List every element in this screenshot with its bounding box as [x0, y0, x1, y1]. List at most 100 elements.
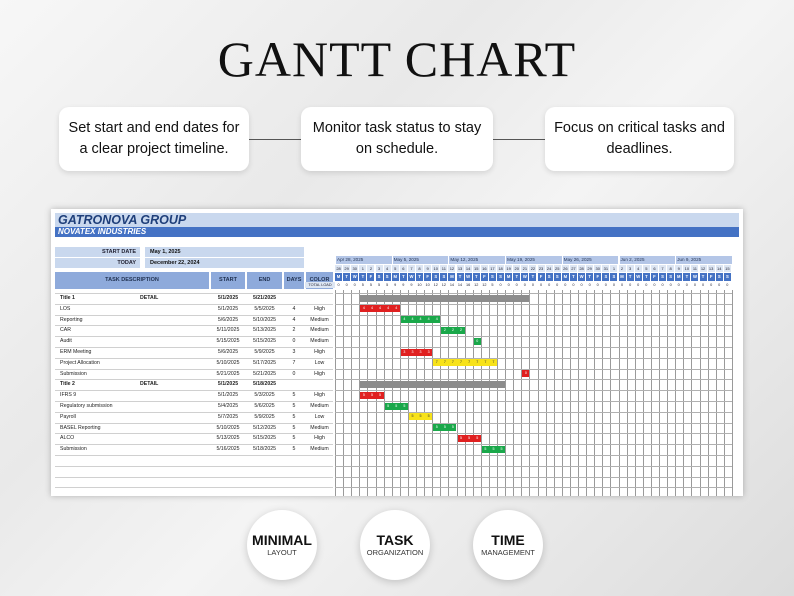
- cell-priority[interactable]: Medium: [310, 424, 329, 431]
- cell-end[interactable]: 5/15/2025: [252, 435, 277, 442]
- cell-start[interactable]: 5/6/2025: [217, 349, 239, 355]
- cell-start[interactable]: 5/11/2025: [216, 327, 240, 334]
- cell-days[interactable]: 4: [292, 316, 296, 323]
- cell-task[interactable]: LOS: [60, 305, 71, 312]
- cell-detail[interactable]: [140, 370, 200, 379]
- cell-end[interactable]: 5/10/2025: [252, 316, 277, 323]
- cell-start[interactable]: 5/1/2025: [217, 381, 239, 388]
- cell-detail[interactable]: [140, 305, 200, 314]
- cell-priority[interactable]: High: [314, 392, 325, 399]
- cell-end[interactable]: 5/21/2025: [252, 295, 277, 301]
- cell-task[interactable]: Submission: [60, 370, 87, 377]
- cell-end[interactable]: 5/17/2025: [252, 359, 277, 366]
- cell-end[interactable]: 5/21/2025: [252, 370, 277, 377]
- cell-priority[interactable]: Medium: [310, 338, 329, 345]
- cell-priority[interactable]: Medium: [310, 316, 329, 323]
- cell-task[interactable]: Submission: [60, 446, 87, 453]
- cell-end[interactable]: 5/9/2025: [254, 413, 275, 420]
- cell-priority[interactable]: Low: [314, 413, 325, 420]
- cell-days[interactable]: 0: [292, 370, 296, 377]
- cell-start[interactable]: 5/1/2025: [217, 305, 239, 312]
- cell-priority[interactable]: High: [314, 305, 325, 312]
- cell-detail[interactable]: [140, 413, 200, 422]
- cell-task[interactable]: ALCO: [60, 435, 75, 442]
- cell-detail[interactable]: [140, 348, 200, 357]
- cell-priority[interactable]: High: [314, 370, 325, 377]
- cell-task[interactable]: BASEL Reporting: [60, 424, 101, 431]
- cell-detail[interactable]: [140, 326, 200, 335]
- cell-task[interactable]: CAR: [60, 327, 71, 334]
- cell-end[interactable]: 5/18/2025: [252, 446, 277, 453]
- cell-priority[interactable]: High: [314, 349, 325, 355]
- cell-days[interactable]: 3: [292, 349, 296, 355]
- cell-task[interactable]: Title 1: [60, 295, 75, 301]
- cell-priority[interactable]: Low: [314, 359, 325, 366]
- cell-days[interactable]: 7: [292, 359, 296, 366]
- cell-days[interactable]: 5: [292, 392, 296, 399]
- cell-end[interactable]: 5/18/2025: [252, 381, 277, 388]
- cell-days[interactable]: 5: [292, 424, 296, 431]
- cell-task[interactable]: Payroll: [60, 413, 76, 420]
- cell-detail[interactable]: [140, 337, 200, 346]
- cell-priority[interactable]: [306, 294, 333, 303]
- cell-days[interactable]: 0: [292, 338, 296, 345]
- cell-start[interactable]: 5/6/2025: [217, 316, 239, 323]
- cell-days[interactable]: 5: [292, 403, 296, 409]
- cell-start[interactable]: 5/1/2025: [217, 295, 239, 301]
- summary-bar[interactable]: [360, 294, 530, 302]
- cell-priority[interactable]: Medium: [310, 446, 329, 453]
- cell-detail[interactable]: [140, 402, 200, 411]
- cell-detail[interactable]: [140, 359, 200, 368]
- cell-task[interactable]: Reporting: [60, 316, 83, 323]
- cell-start[interactable]: 5/21/2025: [216, 370, 240, 377]
- cell-end[interactable]: 5/3/2025: [254, 392, 275, 399]
- cell-priority[interactable]: Medium: [310, 327, 329, 334]
- cell-end[interactable]: 5/9/2025: [254, 349, 275, 355]
- cell-start[interactable]: 5/13/2025: [216, 435, 240, 442]
- cell-start[interactable]: 5/16/2025: [216, 446, 240, 453]
- cell-days[interactable]: 4: [292, 305, 296, 312]
- cell-detail[interactable]: [140, 391, 200, 400]
- cell-detail[interactable]: [140, 445, 200, 454]
- cell-priority[interactable]: Medium: [310, 403, 329, 409]
- cell-detail[interactable]: [140, 316, 200, 325]
- cell-start[interactable]: 5/1/2025: [217, 392, 239, 399]
- task-bar[interactable]: 0: [522, 370, 530, 378]
- cell-days[interactable]: 5: [292, 413, 296, 420]
- cell-detail[interactable]: DETAIL: [140, 381, 159, 388]
- cell-task[interactable]: Regulatory submission: [60, 403, 113, 409]
- task-bar[interactable]: 0: [473, 337, 481, 345]
- start-date-input[interactable]: May 1, 2025: [145, 247, 304, 257]
- cell-task[interactable]: IFRS 9: [60, 392, 77, 399]
- cell-days[interactable]: 5: [292, 435, 296, 442]
- summary-bar[interactable]: [360, 380, 506, 388]
- cell-task[interactable]: Title 2: [60, 381, 75, 388]
- cell-start[interactable]: 5/4/2025: [217, 403, 239, 409]
- cell-end[interactable]: 5/6/2025: [254, 403, 275, 409]
- cell-days[interactable]: [284, 380, 304, 389]
- cell-start[interactable]: 5/10/2025: [216, 424, 240, 431]
- cell-days[interactable]: [284, 294, 304, 303]
- cell-detail[interactable]: DETAIL: [140, 295, 159, 301]
- cell-days[interactable]: 5: [292, 446, 296, 453]
- cell-start[interactable]: 5/7/2025: [217, 413, 239, 420]
- cell-start[interactable]: 5/10/2025: [216, 359, 240, 366]
- cell-start[interactable]: 5/15/2025: [216, 338, 240, 345]
- cell-task[interactable]: Project Allocation: [60, 359, 100, 366]
- cell-priority[interactable]: [306, 380, 333, 389]
- cell-end[interactable]: 5/12/2025: [252, 424, 277, 431]
- cell-detail[interactable]: [140, 434, 200, 443]
- cell-end[interactable]: 5/15/2025: [252, 338, 277, 345]
- cell-task[interactable]: ERM Meeting: [60, 349, 92, 355]
